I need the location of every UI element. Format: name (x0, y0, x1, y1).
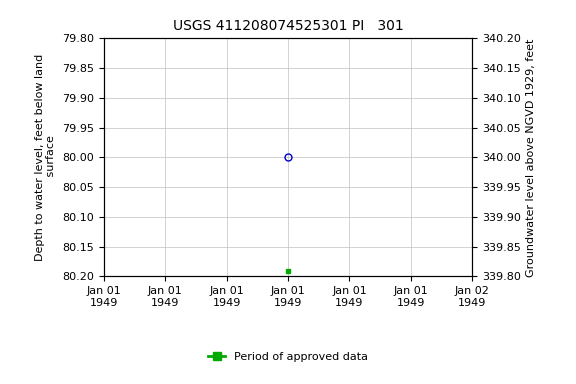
Legend: Period of approved data: Period of approved data (204, 347, 372, 366)
Title: USGS 411208074525301 PI   301: USGS 411208074525301 PI 301 (173, 19, 403, 33)
Y-axis label: Depth to water level, feet below land
 surface: Depth to water level, feet below land su… (35, 54, 56, 261)
Y-axis label: Groundwater level above NGVD 1929, feet: Groundwater level above NGVD 1929, feet (526, 38, 536, 276)
